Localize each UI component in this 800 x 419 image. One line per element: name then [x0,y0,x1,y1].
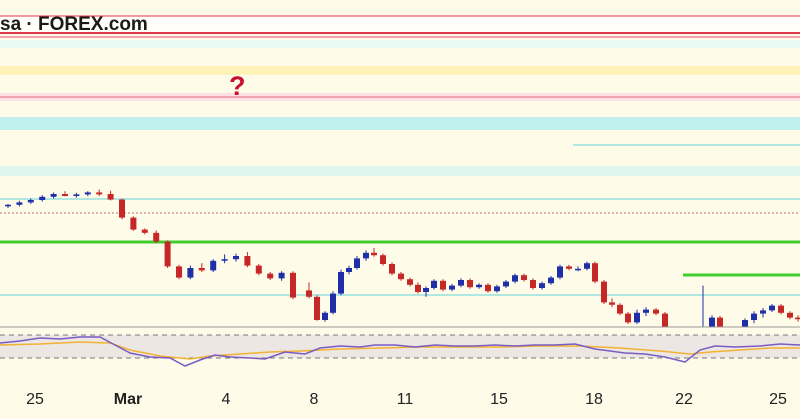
candle-body [141,229,148,233]
x-tick-label: Mar [114,391,142,408]
candle-body [440,280,446,290]
candle-body [557,266,563,278]
question-marker: ? [229,71,246,101]
candle-body [290,272,296,298]
candle-body [354,258,360,268]
candle-body [769,305,775,311]
zone-cyan-top [0,40,800,48]
candle-body [62,194,68,196]
candle-body [625,313,631,323]
candle-body [255,265,262,274]
candle-body [210,260,217,271]
candle-body [566,266,572,269]
candle-body [380,255,386,264]
candle-body [601,281,607,303]
candle-body [267,273,274,279]
candle-body [643,309,649,313]
candle-body [760,310,766,314]
candle-body [50,194,57,197]
x-tick-label: 11 [397,391,414,408]
candle-body [584,263,590,269]
candle-body [198,268,205,271]
candle-body [617,304,623,314]
candle-body [476,284,482,288]
candle-body [653,309,659,314]
candle-body [244,256,251,266]
zone-top-white [0,16,800,34]
zone-mint [0,166,800,176]
candle-body [795,317,800,320]
candle-body [314,296,320,320]
candle-body [346,268,352,272]
candle-body [503,281,509,287]
candle-body [119,199,125,218]
x-tick-label: 22 [675,391,693,408]
x-tick-label: 4 [222,391,231,408]
candle-body [521,275,527,280]
candle-body [717,317,723,332]
candle-body [16,202,23,205]
candle-body [458,280,464,286]
candle-body [338,272,344,294]
candle-body [530,280,536,288]
candle-body [306,290,312,297]
rsi-line [0,336,800,367]
candle-body [485,284,491,292]
candle-body [176,266,182,278]
candle-body [39,196,46,200]
candle-body [539,283,545,288]
rsi-panel [0,326,800,375]
zone-yellow [0,66,800,75]
candle-body [363,252,369,259]
rsi-signal-line [0,341,800,360]
candle-body [512,275,518,282]
x-tick-label: 18 [585,391,603,408]
candle-body [371,252,377,256]
candle-body [164,241,171,267]
candle-body [415,284,421,292]
candle-body [322,312,328,320]
candle-body [153,232,160,242]
candle-body [787,312,793,318]
candle-body [494,286,500,292]
candle-body [96,192,103,195]
candle-body [778,305,784,313]
candle-body [389,264,395,274]
candle-body [407,279,413,285]
candle-body [548,277,554,284]
candle-body [449,285,455,290]
candle-body [634,312,640,323]
candle-body [5,204,11,207]
candle-body [233,256,239,260]
candle-body [423,288,429,292]
candle-body [73,194,80,196]
candle-body [609,302,615,305]
brand-label: sa · FOREX.com [0,14,148,35]
candle-body [187,268,194,278]
candle-body [709,317,715,332]
candle-body [751,313,757,320]
x-tick-label: 15 [490,391,508,408]
candle-body [107,194,114,200]
candle-body [398,273,404,280]
candle-body [221,259,228,261]
x-axis: 25 Mar 4 8 11 15 18 22 25 [26,391,787,408]
candle-body [467,280,473,288]
zone-cyan [0,117,800,130]
candle-body [575,268,581,271]
candle-body [592,263,598,282]
candle-body [278,272,285,279]
x-tick-label: 25 [26,391,44,408]
candle-body [84,192,91,195]
candle-body [431,280,437,288]
candle-body [130,217,137,230]
rsi-band [0,335,800,358]
x-tick-label: 8 [310,391,319,408]
candlestick-series [5,189,800,374]
x-tick-label: 25 [769,391,787,408]
candle-body [27,200,34,203]
candle-body [330,293,336,313]
